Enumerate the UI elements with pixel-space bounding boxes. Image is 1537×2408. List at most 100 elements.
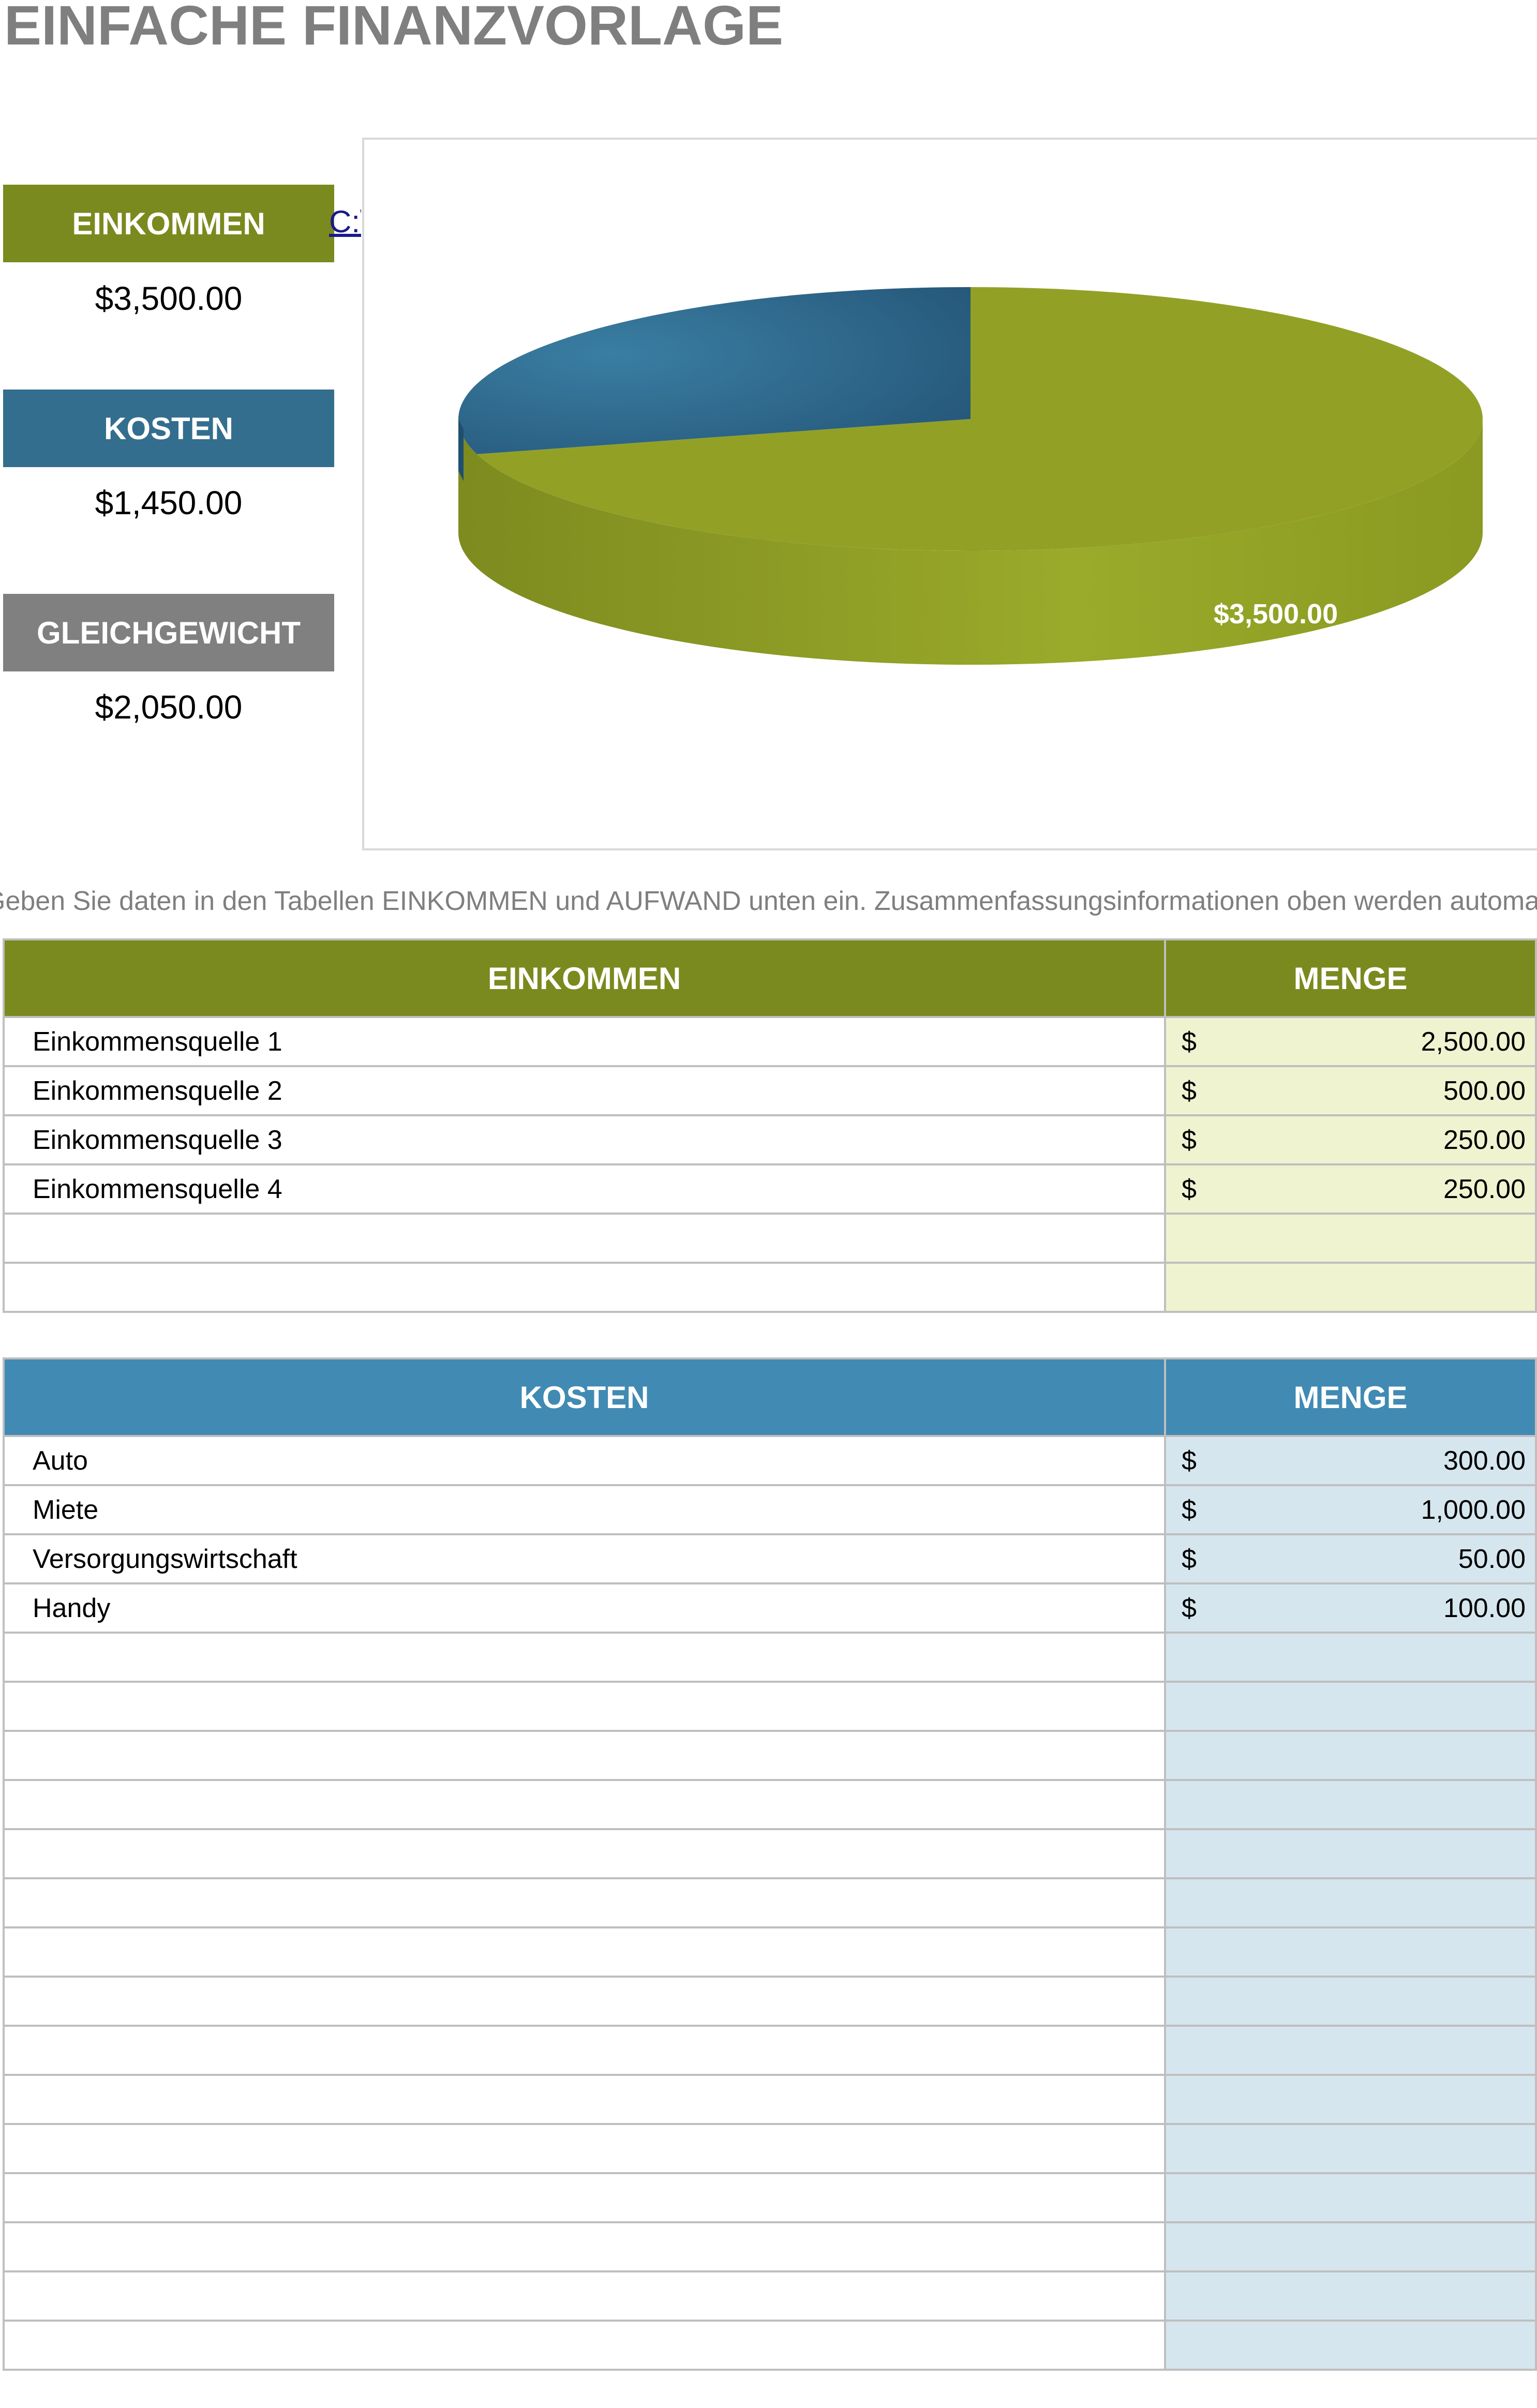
expense-name-cell[interactable] — [3, 2270, 1166, 2322]
hyperlink-cell[interactable]: C:\ — [329, 204, 361, 239]
pie-slice-income[interactable] — [476, 287, 1483, 551]
income-name-cell[interactable]: Einkommensquelle 4 — [3, 1163, 1166, 1215]
expense-table: KOSTEN MENGE Auto $300.00 Miete $1,000.00 Ve… — [3, 1357, 1537, 2371]
income-name-cell[interactable] — [3, 1262, 1166, 1313]
instruction-text: Geben Sie daten in den Tabellen EINKOMME… — [0, 886, 1537, 922]
expense-amount-cell[interactable] — [1164, 2270, 1537, 2322]
expense-empty-row — [3, 2221, 1537, 2272]
income-header-amount[interactable]: MENGE — [1164, 938, 1537, 1018]
currency-symbol: $ — [1182, 1544, 1197, 1574]
expense-header-amount[interactable]: MENGE — [1164, 1357, 1537, 1437]
pie-slice-expenses-side — [458, 419, 464, 481]
expense-amount-cell[interactable] — [1164, 1779, 1537, 1830]
expense-empty-row — [3, 1632, 1537, 1683]
income-row: Einkommensquelle 1 $2,500.00 — [3, 1016, 1537, 1067]
income-amount-cell[interactable]: $250.00 — [1164, 1163, 1537, 1215]
expense-header-name[interactable]: KOSTEN — [3, 1357, 1166, 1437]
expense-name-cell[interactable] — [3, 1779, 1166, 1830]
expense-amount-cell[interactable] — [1164, 2025, 1537, 2076]
income-row: Einkommensquelle 4 $250.00 — [3, 1163, 1537, 1215]
amount-value: 500.00 — [1443, 1075, 1526, 1106]
expense-name-cell[interactable] — [3, 1828, 1166, 1879]
expense-name-cell[interactable]: Versorgungswirtschaft — [3, 1533, 1166, 1584]
income-amount-cell[interactable]: $500.00 — [1164, 1065, 1537, 1116]
expense-empty-row — [3, 2172, 1537, 2223]
expense-amount-cell[interactable] — [1164, 2074, 1537, 2125]
expense-name-cell[interactable] — [3, 2025, 1166, 2076]
expense-name-cell[interactable] — [3, 1976, 1166, 2027]
pie-slice-expenses[interactable] — [458, 287, 971, 454]
currency-symbol: $ — [1182, 1174, 1197, 1204]
expenses-summary-value[interactable]: $1,450.00 — [95, 484, 243, 521]
expense-amount-cell[interactable] — [1164, 2172, 1537, 2223]
income-empty-row — [3, 1262, 1537, 1313]
pie-chart-svg: $3,500.00 — [458, 287, 1483, 665]
expense-name-cell[interactable] — [3, 1926, 1166, 1978]
amount-value: 100.00 — [1443, 1593, 1526, 1623]
expense-name-cell[interactable]: Auto — [3, 1435, 1166, 1486]
expense-name-cell[interactable] — [3, 1681, 1166, 1732]
expense-empty-row — [3, 1681, 1537, 1732]
expense-name-cell[interactable] — [3, 1632, 1166, 1683]
expense-amount-cell[interactable] — [1164, 1976, 1537, 2027]
amount-value: 250.00 — [1443, 1174, 1526, 1204]
expense-amount-cell[interactable] — [1164, 1681, 1537, 1732]
pie-data-label-income: $3,500.00 — [1214, 599, 1338, 630]
income-row: Einkommensquelle 2 $500.00 — [3, 1065, 1537, 1116]
expense-amount-cell[interactable] — [1164, 1926, 1537, 1978]
expense-amount-cell[interactable] — [1164, 2320, 1537, 2371]
amount-value: 300.00 — [1443, 1445, 1526, 1476]
income-header-name[interactable]: EINKOMMEN — [3, 938, 1166, 1018]
income-amount-cell[interactable] — [1164, 1213, 1537, 1264]
expense-name-cell[interactable] — [3, 2221, 1166, 2272]
amount-value: 250.00 — [1443, 1125, 1526, 1155]
currency-symbol: $ — [1182, 1026, 1197, 1057]
expense-empty-row — [3, 1779, 1537, 1830]
expense-empty-row — [3, 2320, 1537, 2371]
expense-empty-row — [3, 2025, 1537, 2076]
expense-empty-row — [3, 1828, 1537, 1879]
expense-amount-cell[interactable] — [1164, 2221, 1537, 2272]
income-amount-cell[interactable] — [1164, 1262, 1537, 1313]
expense-amount-cell[interactable]: $50.00 — [1164, 1533, 1537, 1584]
income-row: Einkommensquelle 3 $250.00 — [3, 1114, 1537, 1165]
expense-name-cell[interactable] — [3, 2320, 1166, 2371]
income-summary-value[interactable]: $3,500.00 — [95, 280, 243, 317]
expense-empty-row — [3, 2270, 1537, 2322]
expense-row: Handy $100.00 — [3, 1582, 1537, 1634]
expense-amount-cell[interactable] — [1164, 1877, 1537, 1928]
pie-chart[interactable]: $3,500.00 — [362, 138, 1537, 850]
expense-amount-cell[interactable] — [1164, 2123, 1537, 2174]
expense-empty-row — [3, 2074, 1537, 2125]
expense-name-cell[interactable] — [3, 2123, 1166, 2174]
income-name-cell[interactable]: Einkommensquelle 3 — [3, 1114, 1166, 1165]
income-name-cell[interactable]: Einkommensquelle 2 — [3, 1065, 1166, 1116]
expense-name-cell[interactable]: Handy — [3, 1582, 1166, 1634]
balance-summary-value[interactable]: $2,050.00 — [95, 689, 243, 726]
expense-empty-row — [3, 1926, 1537, 1978]
expense-empty-row — [3, 1877, 1537, 1928]
currency-symbol: $ — [1182, 1075, 1197, 1106]
currency-symbol: $ — [1182, 1125, 1197, 1155]
expense-name-cell[interactable] — [3, 1877, 1166, 1928]
income-name-cell[interactable]: Einkommensquelle 1 — [3, 1016, 1166, 1067]
expense-amount-cell[interactable] — [1164, 1632, 1537, 1683]
income-name-cell[interactable] — [3, 1213, 1166, 1264]
expense-amount-cell[interactable]: $100.00 — [1164, 1582, 1537, 1634]
income-amount-cell[interactable]: $250.00 — [1164, 1114, 1537, 1165]
expense-name-cell[interactable] — [3, 1730, 1166, 1781]
currency-symbol: $ — [1182, 1593, 1197, 1623]
expense-amount-cell[interactable] — [1164, 1730, 1537, 1781]
amount-value: 1,000.00 — [1421, 1494, 1526, 1525]
expense-amount-cell[interactable] — [1164, 1828, 1537, 1879]
expense-name-cell[interactable] — [3, 2074, 1166, 2125]
amount-value: 2,500.00 — [1421, 1026, 1526, 1057]
expense-amount-cell[interactable]: $300.00 — [1164, 1435, 1537, 1486]
expense-name-cell[interactable] — [3, 2172, 1166, 2223]
expenses-summary-label[interactable]: KOSTEN — [3, 390, 334, 467]
income-summary-label[interactable]: EINKOMMEN — [3, 185, 334, 262]
expense-name-cell[interactable]: Miete — [3, 1484, 1166, 1535]
income-amount-cell[interactable]: $2,500.00 — [1164, 1016, 1537, 1067]
balance-summary-label[interactable]: GLEICHGEWICHT — [3, 594, 334, 671]
expense-amount-cell[interactable]: $1,000.00 — [1164, 1484, 1537, 1535]
